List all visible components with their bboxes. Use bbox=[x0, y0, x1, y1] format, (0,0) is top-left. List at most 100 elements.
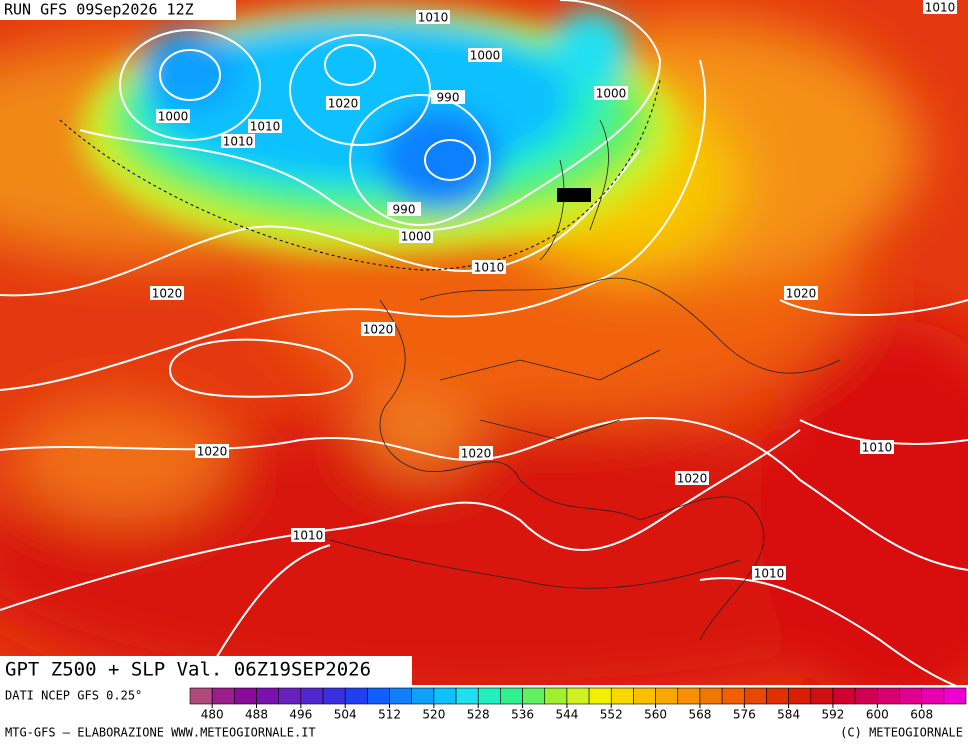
title-box bbox=[0, 656, 412, 685]
isobar-label-bg bbox=[431, 90, 465, 104]
isobar-label: 1010 bbox=[925, 1, 956, 15]
colorbar-label: 576 bbox=[733, 708, 756, 722]
colorbar-label: 528 bbox=[467, 708, 490, 722]
isobar-label: 1010 bbox=[474, 261, 505, 275]
isobar-label: 1010 bbox=[293, 529, 324, 543]
field bbox=[0, 0, 968, 685]
isobar-label: 1000 bbox=[596, 87, 627, 101]
run-box bbox=[0, 0, 236, 20]
isobar-label-bg bbox=[784, 286, 818, 300]
colorbar-swatch bbox=[899, 687, 922, 705]
isobar-label: 1020 bbox=[197, 445, 228, 459]
isobar-label: 1000 bbox=[470, 49, 501, 63]
colorbar-label: 496 bbox=[289, 708, 312, 722]
isobar-label: 1020 bbox=[328, 97, 359, 111]
isobar-label-bg bbox=[472, 260, 506, 274]
isobar-label-bg bbox=[594, 86, 628, 100]
colorbar-swatch bbox=[633, 687, 656, 705]
colorbar-swatch bbox=[610, 687, 634, 705]
isobar-label-bg bbox=[860, 440, 894, 454]
colorbar-swatch bbox=[189, 687, 213, 705]
isobar-label-bg bbox=[923, 0, 957, 14]
isobar-label: 990 bbox=[393, 203, 416, 217]
colorbar-swatch bbox=[655, 687, 679, 705]
isobar-label-bg bbox=[387, 202, 421, 216]
colorbar-label: 536 bbox=[511, 708, 534, 722]
colorbar-swatch bbox=[477, 687, 501, 705]
colorbar-label: 584 bbox=[777, 708, 800, 722]
isobar-label: 1020 bbox=[363, 323, 394, 337]
colorbar-swatch bbox=[699, 687, 723, 705]
isobar-label-bg bbox=[291, 528, 325, 542]
run-label: RUN GFS 09Sep2026 12Z bbox=[4, 1, 194, 19]
isobar-label-bg bbox=[156, 109, 190, 123]
colorbar-swatch bbox=[544, 687, 568, 705]
colorbar-swatch bbox=[455, 687, 479, 705]
isobar-label-bg bbox=[468, 48, 502, 62]
isobar-label-bg bbox=[557, 188, 591, 202]
colorbar: 480 488 496 504 512 520 528 536 544 552 560 568 576 5… bbox=[189, 687, 967, 722]
colorbar-swatch bbox=[743, 687, 767, 705]
map-title: GPT Z500 + SLP Val. 06Z19SEP2026 bbox=[5, 659, 371, 681]
colorbar-swatch bbox=[322, 687, 346, 705]
isobar-label-bg bbox=[150, 286, 184, 300]
isobars bbox=[0, 0, 968, 685]
isobar-label: 1010 bbox=[250, 120, 281, 134]
isobar-label-bg bbox=[248, 119, 282, 133]
colorbar-swatch bbox=[810, 687, 834, 705]
isobar-label: 1020 bbox=[152, 287, 183, 301]
colorbar-swatch bbox=[500, 687, 523, 705]
colorbar-swatch bbox=[832, 687, 856, 705]
isobar-label: 1000 bbox=[401, 230, 432, 244]
colorbar-label: 512 bbox=[378, 708, 401, 722]
colorbar-label: 544 bbox=[555, 708, 578, 722]
copyright: (C) METEOGIORNALE bbox=[840, 726, 963, 740]
colorbar-label: 488 bbox=[245, 708, 268, 722]
isobar-label-bg bbox=[195, 444, 229, 458]
colorbar-swatch bbox=[367, 687, 390, 705]
colorbar-label: 504 bbox=[334, 708, 357, 722]
colorbar-label: 560 bbox=[644, 708, 667, 722]
isobar-label: 1010 bbox=[223, 135, 254, 149]
colorbar-swatch bbox=[344, 687, 368, 705]
isobar-label-bg bbox=[416, 10, 450, 24]
colorbar-label: 568 bbox=[688, 708, 711, 722]
colorbar-swatch bbox=[278, 687, 302, 705]
colorbar-swatch bbox=[788, 687, 812, 705]
colorbar-swatch bbox=[921, 687, 945, 705]
colorbar-swatch bbox=[566, 687, 590, 705]
colorbar-label: 520 bbox=[422, 708, 445, 722]
colorbar-label: 552 bbox=[600, 708, 623, 722]
isobar-label: 552 bbox=[563, 189, 586, 203]
colorbar-label: 600 bbox=[866, 708, 889, 722]
colorbar-swatch bbox=[877, 687, 900, 705]
isobar-label-bg bbox=[399, 229, 433, 243]
colorbar-swatch bbox=[721, 687, 745, 705]
isobar-label: 990 bbox=[437, 91, 460, 105]
colorbar-swatch bbox=[588, 687, 612, 705]
colorbar-swatch bbox=[411, 687, 435, 705]
colorbar-swatch bbox=[854, 687, 878, 705]
colorbar-swatch bbox=[677, 687, 701, 705]
isobar-label-bg bbox=[752, 566, 786, 580]
colorbar-swatch bbox=[211, 687, 235, 705]
colorbar-swatch bbox=[766, 687, 789, 705]
colorbar-swatch bbox=[522, 687, 546, 705]
colorbar-label: 480 bbox=[201, 708, 224, 722]
colorbar-label: 608 bbox=[910, 708, 933, 722]
isobar-label: 1020 bbox=[677, 472, 708, 486]
isobar-label-bg bbox=[326, 96, 360, 110]
colorbar-swatch bbox=[433, 687, 457, 705]
colorbar-swatch bbox=[300, 687, 324, 705]
isobar-label: 1010 bbox=[418, 11, 449, 25]
isobar-label-bg bbox=[361, 322, 395, 336]
isobar-label: 1000 bbox=[158, 110, 189, 124]
isobar-label: 1010 bbox=[862, 441, 893, 455]
isobar-label-bg bbox=[459, 446, 493, 460]
isobar-label-bg bbox=[675, 471, 709, 485]
isobar-label-bg bbox=[221, 134, 255, 148]
isobar-label: 1020 bbox=[786, 287, 817, 301]
